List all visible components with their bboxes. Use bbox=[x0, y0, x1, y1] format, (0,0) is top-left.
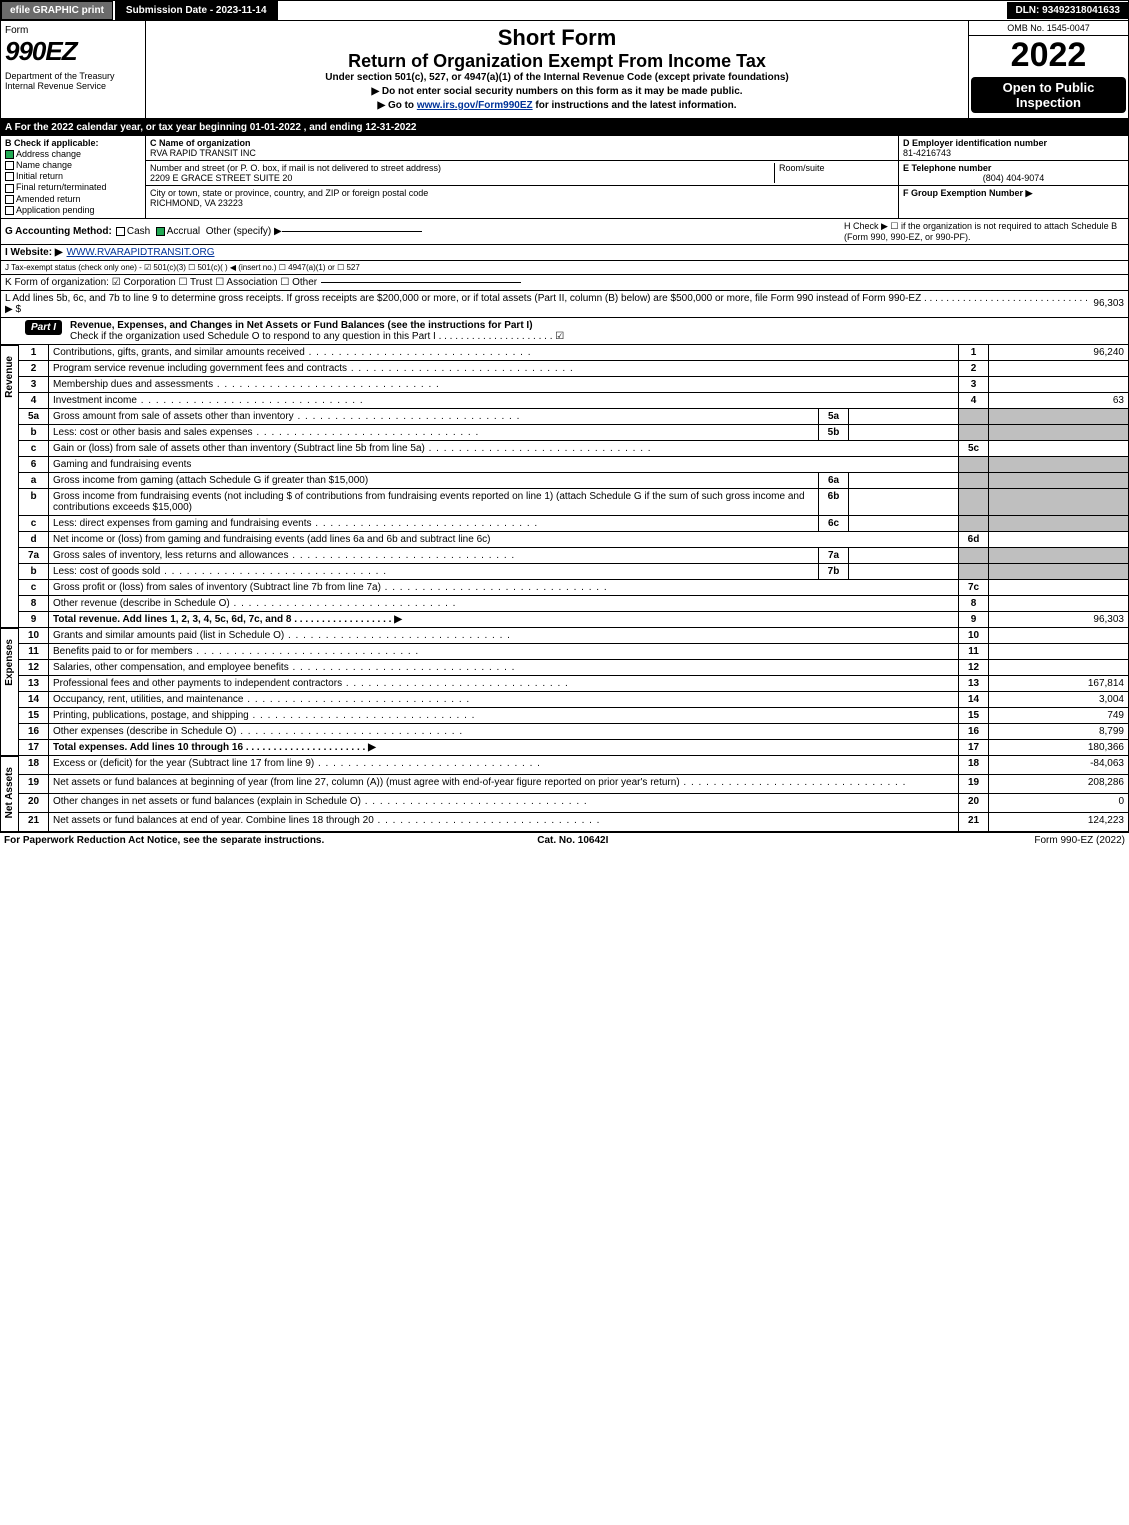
row-17: 17Total expenses. Add lines 10 through 1… bbox=[19, 739, 1129, 755]
part1-check: Check if the organization used Schedule … bbox=[70, 331, 564, 342]
c-name-label: C Name of organization bbox=[150, 138, 251, 148]
row-7a: 7aGross sales of inventory, less returns… bbox=[19, 547, 1129, 563]
row-4: 4Investment income463 bbox=[19, 392, 1129, 408]
city-label: City or town, state or province, country… bbox=[150, 188, 428, 198]
row-2: 2Program service revenue including gover… bbox=[19, 360, 1129, 376]
footer-left: For Paperwork Reduction Act Notice, see … bbox=[4, 835, 324, 846]
form-header: Form 990EZ Department of the Treasury In… bbox=[0, 21, 1129, 119]
open-inspection: Open to Public Inspection bbox=[971, 77, 1126, 113]
row-6d: dNet income or (loss) from gaming and fu… bbox=[19, 531, 1129, 547]
subtitle-under: Under section 501(c), 527, or 4947(a)(1)… bbox=[150, 72, 964, 83]
revenue-vlabel: Revenue bbox=[0, 345, 18, 628]
chk-amended[interactable]: Amended return bbox=[5, 194, 141, 204]
note-pre: ▶ Go to bbox=[377, 100, 416, 111]
g-other[interactable]: Other (specify) ▶ bbox=[206, 226, 282, 237]
addr: 2209 E GRACE STREET SUITE 20 bbox=[150, 173, 292, 183]
dln: DLN: 93492318041633 bbox=[1007, 2, 1128, 19]
netassets-vlabel: Net Assets bbox=[0, 756, 18, 832]
row-19: 19Net assets or fund balances at beginni… bbox=[19, 774, 1129, 793]
form-number: 990EZ bbox=[5, 36, 141, 67]
g-accrual[interactable]: Accrual bbox=[167, 226, 200, 237]
submission-date: Submission Date - 2023-11-14 bbox=[115, 1, 278, 20]
row-9: 9Total revenue. Add lines 1, 2, 3, 4, 5c… bbox=[19, 611, 1129, 627]
title-return: Return of Organization Exempt From Incom… bbox=[150, 51, 964, 72]
line-g-h: G Accounting Method: Cash Accrual Other … bbox=[0, 219, 1129, 245]
part1-label: Part I bbox=[25, 320, 62, 335]
expenses-vlabel: Expenses bbox=[0, 628, 18, 756]
row-3: 3Membership dues and assessments3 bbox=[19, 376, 1129, 392]
row-20: 20Other changes in net assets or fund ba… bbox=[19, 793, 1129, 812]
e-label: E Telephone number bbox=[903, 163, 991, 173]
g-label: G Accounting Method: bbox=[5, 226, 112, 237]
phone: (804) 404-9074 bbox=[903, 173, 1124, 183]
row-16: 16Other expenses (describe in Schedule O… bbox=[19, 723, 1129, 739]
section-b-to-f: B Check if applicable: Address change Na… bbox=[0, 136, 1129, 219]
dept: Department of the Treasury Internal Reve… bbox=[5, 71, 141, 91]
chk-pending[interactable]: Application pending bbox=[5, 205, 141, 215]
form-word: Form bbox=[5, 25, 141, 36]
gross-receipts: 96,303 bbox=[1093, 298, 1124, 309]
part1-header: Part I Revenue, Expenses, and Changes in… bbox=[0, 318, 1129, 345]
row-1: 1Contributions, gifts, grants, and simil… bbox=[19, 345, 1129, 361]
d-label: D Employer identification number bbox=[903, 138, 1047, 148]
row-10: 10Grants and similar amounts paid (list … bbox=[19, 628, 1129, 644]
row-6a: aGross income from gaming (attach Schedu… bbox=[19, 472, 1129, 488]
line-a: A For the 2022 calendar year, or tax yea… bbox=[0, 119, 1129, 136]
row-6b: bGross income from fundraising events (n… bbox=[19, 488, 1129, 515]
i-label: I Website: ▶ bbox=[5, 247, 63, 258]
note-ssn: ▶ Do not enter social security numbers o… bbox=[150, 86, 964, 97]
chk-address[interactable]: Address change bbox=[5, 149, 141, 159]
addr-label: Number and street (or P. O. box, if mail… bbox=[150, 163, 441, 173]
row-8: 8Other revenue (describe in Schedule O)8 bbox=[19, 595, 1129, 611]
line-i: I Website: ▶ WWW.RVARAPIDTRANSIT.ORG bbox=[0, 245, 1129, 261]
chk-initial[interactable]: Initial return bbox=[5, 171, 141, 181]
website-link[interactable]: WWW.RVARAPIDTRANSIT.ORG bbox=[67, 247, 215, 258]
footer-cat: Cat. No. 10642I bbox=[537, 835, 608, 846]
col-b-title: B Check if applicable: bbox=[5, 138, 141, 148]
footer-right: Form 990-EZ (2022) bbox=[1034, 835, 1125, 846]
row-5b: bLess: cost or other basis and sales exp… bbox=[19, 424, 1129, 440]
row-18: 18Excess or (deficit) for the year (Subt… bbox=[19, 756, 1129, 775]
room-label: Room/suite bbox=[774, 163, 894, 183]
row-7b: bLess: cost of goods sold7b bbox=[19, 563, 1129, 579]
row-6: 6Gaming and fundraising events bbox=[19, 456, 1129, 472]
g-cash[interactable]: Cash bbox=[127, 226, 150, 237]
footer: For Paperwork Reduction Act Notice, see … bbox=[0, 832, 1129, 848]
f-label: F Group Exemption Number ▶ bbox=[903, 188, 1032, 198]
row-21: 21Net assets or fund balances at end of … bbox=[19, 812, 1129, 831]
row-14: 14Occupancy, rent, utilities, and mainte… bbox=[19, 691, 1129, 707]
row-6c: cLess: direct expenses from gaming and f… bbox=[19, 515, 1129, 531]
ein: 81-4216743 bbox=[903, 148, 951, 158]
title-short: Short Form bbox=[150, 25, 964, 51]
part1-title: Revenue, Expenses, and Changes in Net As… bbox=[70, 320, 533, 331]
chk-name[interactable]: Name change bbox=[5, 160, 141, 170]
line-k: K Form of organization: ☑ Corporation ☐ … bbox=[0, 275, 1129, 291]
row-5c: cGain or (loss) from sale of assets othe… bbox=[19, 440, 1129, 456]
row-13: 13Professional fees and other payments t… bbox=[19, 675, 1129, 691]
irs-link[interactable]: www.irs.gov/Form990EZ bbox=[417, 100, 533, 111]
note-goto: ▶ Go to www.irs.gov/Form990EZ for instru… bbox=[150, 100, 964, 111]
top-bar: efile GRAPHIC print Submission Date - 20… bbox=[0, 0, 1129, 21]
row-5a: 5aGross amount from sale of assets other… bbox=[19, 408, 1129, 424]
line-h: H Check ▶ ☐ if the organization is not r… bbox=[844, 221, 1124, 242]
city: RICHMOND, VA 23223 bbox=[150, 198, 243, 208]
org-name: RVA RAPID TRANSIT INC bbox=[150, 148, 256, 158]
row-15: 15Printing, publications, postage, and s… bbox=[19, 707, 1129, 723]
omb: OMB No. 1545-0047 bbox=[969, 21, 1128, 36]
chk-final[interactable]: Final return/terminated bbox=[5, 182, 141, 192]
row-11: 11Benefits paid to or for members11 bbox=[19, 643, 1129, 659]
row-7c: cGross profit or (loss) from sales of in… bbox=[19, 579, 1129, 595]
efile-print-button[interactable]: efile GRAPHIC print bbox=[1, 1, 113, 20]
note-post: for instructions and the latest informat… bbox=[533, 100, 737, 111]
line-j: J Tax-exempt status (check only one) - ☑… bbox=[0, 261, 1129, 275]
tax-year: 2022 bbox=[969, 36, 1128, 75]
row-12: 12Salaries, other compensation, and empl… bbox=[19, 659, 1129, 675]
line-l: L Add lines 5b, 6c, and 7b to line 9 to … bbox=[0, 291, 1129, 318]
